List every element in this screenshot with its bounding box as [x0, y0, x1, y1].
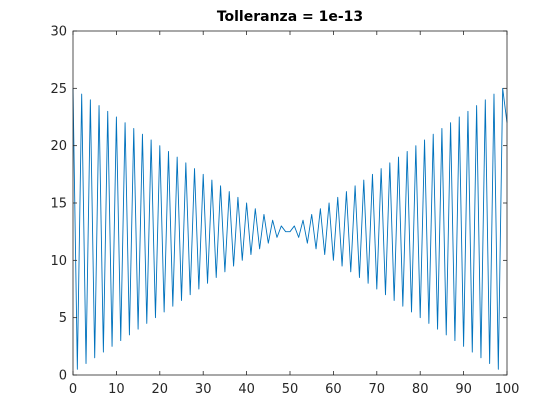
x-tick-label: 80	[412, 382, 429, 397]
chart-title: Tolleranza = 1e-13	[217, 9, 363, 25]
series-line	[72, 87, 508, 370]
x-tick-label: 60	[325, 382, 342, 397]
y-tick-label: 25	[50, 82, 67, 97]
x-tick-label: 30	[195, 382, 212, 397]
plot-area	[72, 87, 508, 370]
x-tick-label: 90	[455, 382, 472, 397]
y-tick-label: 15	[50, 197, 67, 212]
x-tick-label: 20	[152, 382, 169, 397]
x-tick-label: 10	[108, 382, 125, 397]
y-tick-label: 10	[50, 254, 67, 269]
y-tick-label: 0	[59, 369, 67, 384]
x-tick-label: 50	[282, 382, 299, 397]
y-tick-label: 20	[50, 139, 67, 154]
x-tick-label: 40	[238, 382, 255, 397]
y-tick-label: 5	[59, 311, 67, 326]
axes: 0 10 20 30 40 50 60 70 80 90 100 0 5 10 15 20 25 30	[50, 25, 519, 398]
y-tick-label: 30	[50, 25, 67, 40]
x-tick-label: 100	[495, 382, 520, 397]
x-tick-label: 0	[69, 382, 77, 397]
x-tick-label: 70	[369, 382, 386, 397]
